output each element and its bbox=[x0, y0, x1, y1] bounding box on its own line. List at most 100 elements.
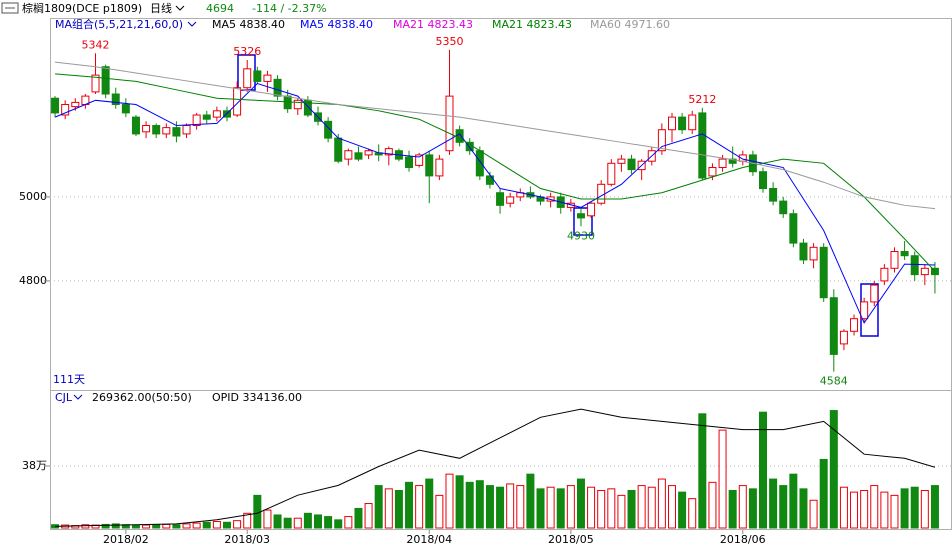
line-series bbox=[54, 82, 935, 324]
volume-bar bbox=[597, 489, 606, 529]
volume-bar bbox=[880, 491, 889, 529]
volume-bar bbox=[374, 485, 383, 529]
extreme-label: 5350 bbox=[435, 35, 463, 48]
volume-bar bbox=[182, 523, 191, 529]
candle-body bbox=[657, 129, 666, 152]
candle-body bbox=[152, 125, 161, 135]
volume-bar bbox=[142, 524, 151, 529]
candle-body bbox=[910, 255, 919, 276]
price-change: -114 / -2.37% bbox=[252, 2, 327, 15]
candle-body bbox=[485, 175, 494, 185]
volume-bar bbox=[516, 485, 525, 529]
candle-body bbox=[809, 246, 818, 261]
candle-body bbox=[202, 114, 211, 120]
candle-body bbox=[769, 188, 778, 202]
volume-bar bbox=[415, 485, 424, 529]
candle-body bbox=[384, 148, 393, 156]
extreme-label: 4930 bbox=[567, 229, 595, 242]
candle-body bbox=[121, 104, 130, 114]
candle-body bbox=[667, 116, 676, 131]
line-series bbox=[55, 73, 936, 272]
candle-body bbox=[253, 70, 262, 82]
volume-subtitle: 269362.00(50:50) bbox=[92, 391, 192, 404]
candle-body bbox=[506, 196, 515, 204]
candle-body bbox=[890, 251, 899, 269]
candle-body bbox=[344, 150, 353, 160]
candle-body bbox=[182, 125, 191, 135]
candle-body bbox=[61, 104, 70, 116]
candle-body bbox=[759, 171, 768, 190]
volume-bar bbox=[496, 486, 505, 529]
candle-body bbox=[829, 297, 838, 355]
candle-body bbox=[789, 213, 798, 244]
volume-bar bbox=[678, 491, 687, 529]
candle-body bbox=[698, 112, 707, 179]
period[interactable]: 日线 bbox=[150, 1, 172, 15]
x-tick-label: 2018/04 bbox=[406, 533, 452, 546]
volume-bar bbox=[728, 489, 737, 529]
legend-label: MA5 4838.40 bbox=[300, 18, 373, 31]
candle-body bbox=[718, 158, 727, 169]
legend-arrow bbox=[187, 21, 197, 27]
volume-bar bbox=[819, 458, 828, 529]
volume-bar bbox=[657, 478, 666, 529]
volume-bar bbox=[344, 516, 353, 529]
volume-bar bbox=[455, 475, 464, 529]
volume-bar bbox=[688, 498, 697, 529]
volume-bar bbox=[212, 520, 221, 529]
volume-bar bbox=[324, 516, 333, 529]
footnote: 111天 bbox=[53, 373, 85, 386]
candle-body bbox=[435, 158, 444, 177]
volume-bar bbox=[870, 485, 879, 529]
x-tick-label: 2018/06 bbox=[720, 533, 766, 546]
volume-bar bbox=[162, 523, 171, 529]
volume-bar bbox=[637, 485, 646, 529]
extreme-label: 5342 bbox=[82, 38, 110, 51]
volume-bar bbox=[243, 512, 252, 529]
volume-bar bbox=[839, 486, 848, 529]
volume-bar bbox=[526, 473, 535, 529]
volume-title: CJL bbox=[55, 391, 73, 404]
candle-body bbox=[860, 301, 869, 320]
candle-body bbox=[728, 158, 737, 164]
volume-bar bbox=[405, 481, 414, 529]
candle-body bbox=[597, 183, 606, 204]
candle-body bbox=[880, 267, 889, 282]
line-series bbox=[55, 61, 935, 210]
volume-bar bbox=[920, 489, 929, 529]
volume-bar bbox=[536, 488, 545, 529]
volume-bar bbox=[748, 488, 757, 529]
candle-body bbox=[819, 246, 828, 299]
candle-body bbox=[243, 68, 252, 89]
candle-body bbox=[920, 267, 929, 276]
volume-bar bbox=[354, 507, 363, 529]
volume-bar bbox=[101, 523, 110, 529]
x-tick-label: 2018/02 bbox=[103, 533, 149, 546]
legend-title: MA组合(5,5,21,21,60,0) bbox=[55, 17, 183, 31]
extreme-label: 5212 bbox=[688, 93, 716, 106]
candle-body bbox=[293, 99, 302, 110]
volume-bar bbox=[334, 519, 343, 529]
volume-bar bbox=[394, 489, 403, 529]
volume-bar bbox=[566, 485, 575, 529]
volume-bar bbox=[364, 503, 373, 529]
line-series bbox=[55, 408, 936, 527]
legend-label: OPID 334136.00 bbox=[212, 391, 302, 404]
candle-body bbox=[51, 97, 60, 114]
candle-body bbox=[405, 156, 414, 169]
candle-body bbox=[779, 200, 788, 215]
candle-body bbox=[273, 78, 282, 97]
volume-bar bbox=[667, 485, 676, 529]
legend-label: MA21 4823.43 bbox=[393, 18, 473, 31]
candle-body bbox=[192, 114, 201, 127]
volume-bar bbox=[799, 488, 808, 529]
volume-bar bbox=[475, 480, 484, 529]
volume-bar bbox=[485, 485, 494, 529]
candle-body bbox=[445, 95, 454, 152]
volume-bar bbox=[890, 494, 899, 529]
volume-bar bbox=[435, 494, 444, 529]
menu-icon[interactable] bbox=[1, 2, 19, 14]
candle-body bbox=[708, 167, 717, 177]
volume-bar bbox=[829, 410, 838, 529]
